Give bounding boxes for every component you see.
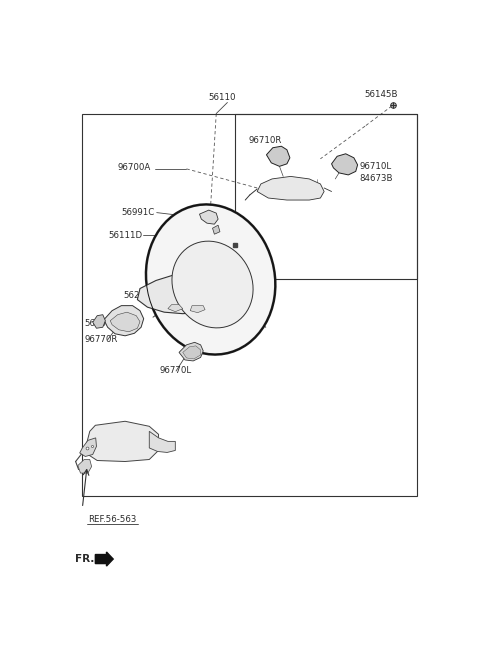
Text: 96770L: 96770L: [160, 366, 192, 375]
Polygon shape: [104, 306, 144, 336]
Text: 56991C: 56991C: [121, 208, 155, 217]
Polygon shape: [213, 225, 220, 234]
Bar: [235, 114, 417, 279]
Text: FR.: FR.: [75, 554, 94, 564]
Polygon shape: [332, 154, 358, 175]
Polygon shape: [80, 438, 96, 456]
Ellipse shape: [172, 241, 253, 328]
Text: 56110: 56110: [208, 93, 236, 102]
Polygon shape: [87, 421, 158, 462]
Polygon shape: [257, 176, 324, 200]
Text: 56111D: 56111D: [108, 231, 143, 240]
Text: 96700A: 96700A: [118, 163, 151, 172]
Polygon shape: [190, 306, 205, 313]
Polygon shape: [179, 342, 203, 361]
Ellipse shape: [146, 204, 276, 355]
Polygon shape: [168, 304, 183, 311]
Text: 96770R: 96770R: [84, 336, 118, 344]
Text: 84673B: 84673B: [360, 174, 393, 183]
Polygon shape: [78, 460, 92, 473]
Text: 56200B: 56200B: [123, 291, 157, 300]
Polygon shape: [183, 346, 201, 359]
Text: 96710L: 96710L: [360, 162, 392, 171]
Bar: [83, 114, 417, 496]
Polygon shape: [149, 432, 175, 453]
Polygon shape: [137, 274, 226, 313]
Text: 56145B: 56145B: [364, 90, 398, 99]
Polygon shape: [266, 146, 290, 167]
FancyArrow shape: [96, 552, 113, 566]
Polygon shape: [200, 210, 218, 224]
Text: 96710R: 96710R: [249, 136, 282, 145]
Text: REF.56-563: REF.56-563: [88, 515, 136, 524]
Polygon shape: [93, 315, 106, 328]
Text: 56130C: 56130C: [84, 319, 118, 328]
Polygon shape: [110, 312, 140, 332]
